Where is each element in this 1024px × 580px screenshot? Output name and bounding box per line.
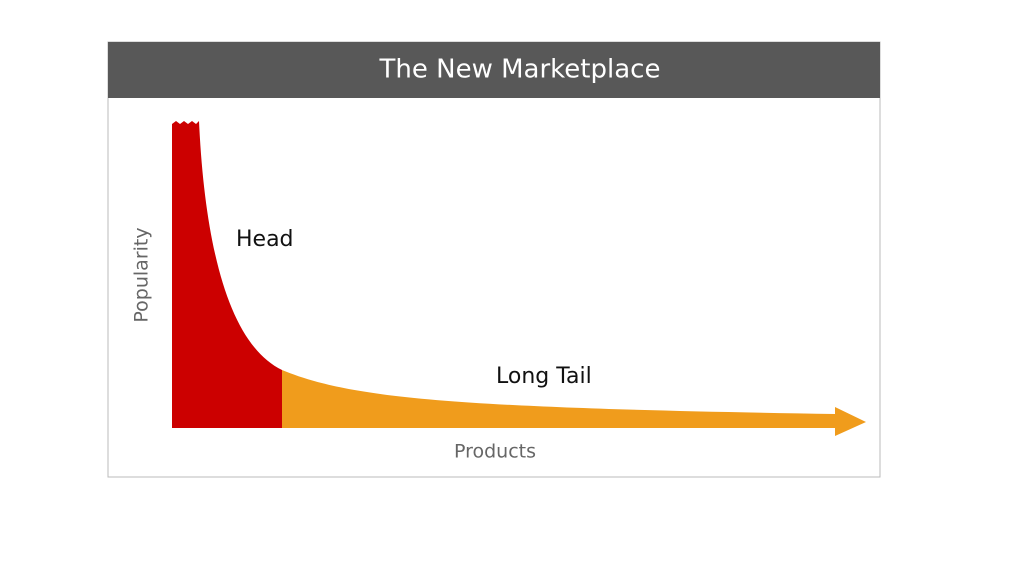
x-axis-label: Products <box>454 441 536 463</box>
tail-label: Long Tail <box>496 364 592 389</box>
header-bar <box>108 42 880 98</box>
head-label: Head <box>236 227 294 252</box>
head-area <box>172 121 282 428</box>
y-axis-label: Popularity <box>131 227 153 322</box>
tail-area <box>282 370 866 436</box>
title: The New Marketplace <box>379 55 661 85</box>
